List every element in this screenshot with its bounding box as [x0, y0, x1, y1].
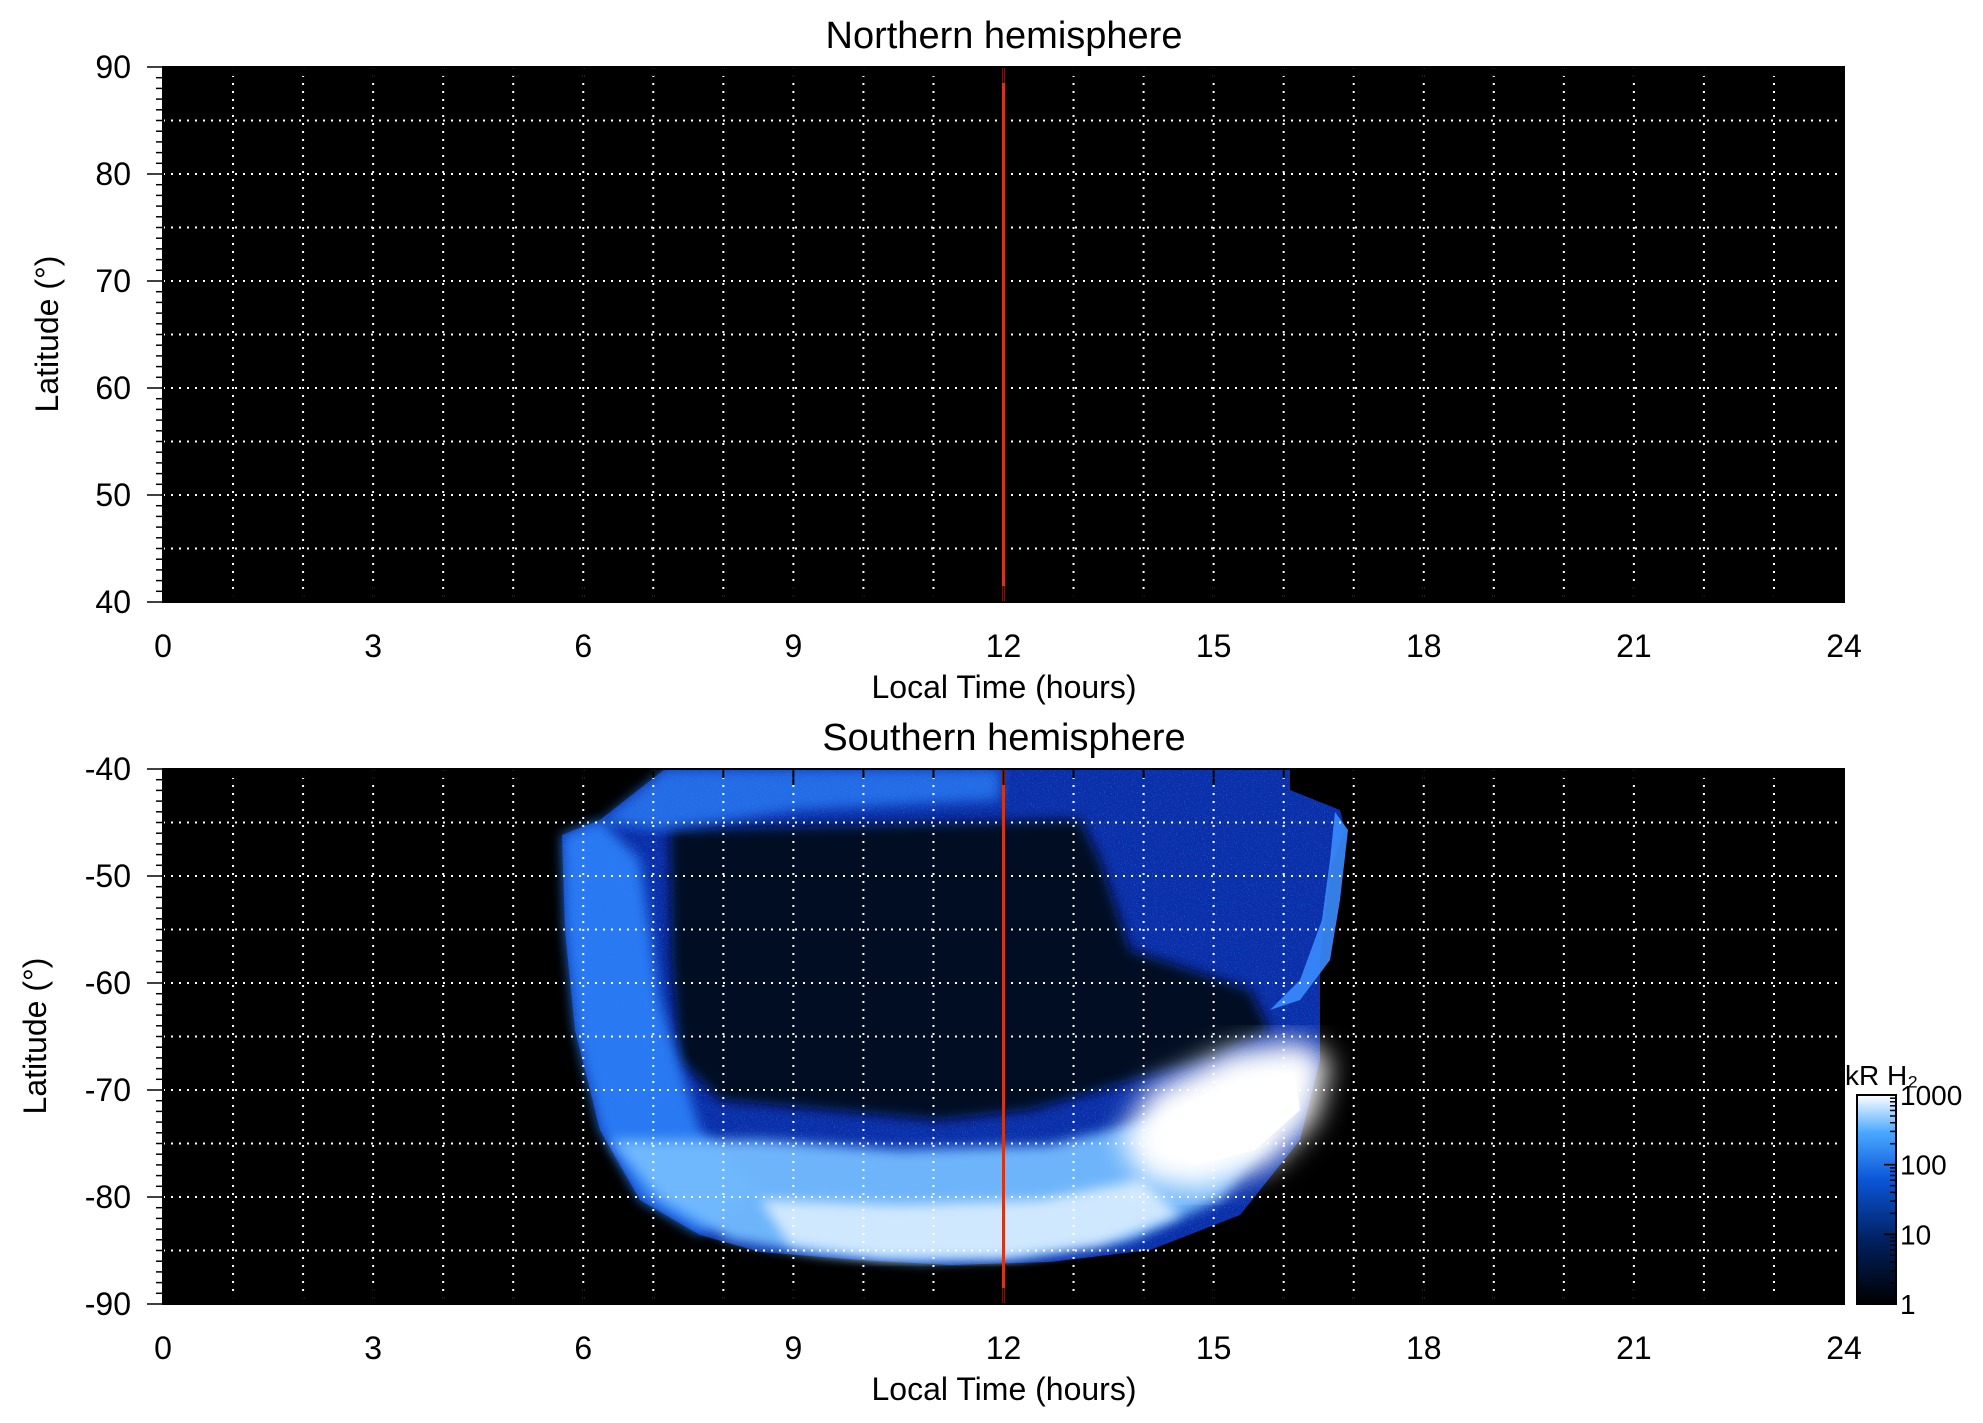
x-tick-label: 15 [1196, 1330, 1232, 1366]
x-tick-label: 6 [574, 1330, 592, 1366]
colorbar-gradient [1856, 1094, 1897, 1305]
y-tick-label: 80 [95, 156, 131, 192]
x-tick-label: 18 [1406, 1330, 1442, 1366]
southern-x-axis-label: Local Time (hours) [872, 1371, 1137, 1407]
y-tick-label: 50 [95, 477, 131, 513]
colorbar-tick-label: 1 [1900, 1289, 1916, 1320]
y-tick-label: 40 [95, 584, 131, 620]
aurora-emission [562, 769, 1348, 1265]
y-tick-label: -60 [85, 965, 131, 1001]
x-tick-label: 3 [364, 1330, 382, 1366]
x-tick-label: 9 [784, 1330, 802, 1366]
y-tick-label: 90 [95, 49, 131, 85]
northern-ticks [147, 66, 1845, 603]
northern-panel: Northern hemisphere 0 3 6 9 12 15 18 21 24 90 80 7… [29, 15, 1862, 705]
southern-ticks [147, 768, 1845, 1305]
emission-left-limb [562, 820, 760, 1235]
colorbar-tick-label: 10 [1900, 1219, 1931, 1250]
northern-x-axis-label: Local Time (hours) [872, 669, 1137, 705]
x-tick-label: 3 [364, 628, 382, 664]
y-tick-label: -80 [85, 1179, 131, 1215]
colorbar-label: kR H₂ [1845, 1060, 1918, 1091]
x-tick-label: 12 [986, 1330, 1022, 1366]
emission-dark-interior [670, 820, 1270, 1120]
x-tick-label: 0 [154, 1330, 172, 1366]
northern-x-tick-labels: 0 3 6 9 12 15 18 21 24 [154, 628, 1862, 664]
x-tick-label: 18 [1406, 628, 1442, 664]
northern-title: Northern hemisphere [826, 15, 1183, 57]
y-tick-label: -50 [85, 858, 131, 894]
x-tick-label: 9 [784, 628, 802, 664]
y-tick-label: 60 [95, 370, 131, 406]
emission-top-band [600, 769, 1000, 830]
x-tick-label: 21 [1616, 628, 1652, 664]
y-tick-label: -40 [85, 751, 131, 787]
colorbar-tick-label: 1000 [1900, 1080, 1962, 1111]
emission-dusk-arc [1270, 812, 1348, 1010]
x-tick-label: 24 [1826, 1330, 1862, 1366]
southern-x-tick-labels: 0 3 6 9 12 15 18 21 24 [154, 1330, 1862, 1366]
emission-dayside-core [760, 1180, 1180, 1258]
x-tick-label: 15 [1196, 628, 1232, 664]
southern-title: Southern hemisphere [822, 717, 1185, 759]
southern-y-tick-labels: -40 -50 -60 -70 -80 -90 [85, 751, 131, 1322]
x-tick-label: 24 [1826, 628, 1862, 664]
emission-bright-oval-core [1165, 1075, 1300, 1165]
colorbar: kR H₂ 1000 100 10 1 [1845, 1060, 1962, 1320]
colorbar-tick-labels: 1000 100 10 1 [1900, 1080, 1962, 1320]
x-tick-label: 21 [1616, 1330, 1652, 1366]
y-tick-label: 70 [95, 263, 131, 299]
southern-y-axis-label: Latitude (°) [17, 958, 53, 1115]
northern-y-tick-labels: 90 80 70 60 50 40 [95, 49, 131, 620]
southern-panel: Southern hemisphere 0 3 6 9 12 15 18 21 2 [17, 717, 1962, 1407]
x-tick-label: 6 [574, 628, 592, 664]
x-tick-label: 12 [986, 628, 1022, 664]
colorbar-ticks [1884, 1094, 1896, 1305]
y-tick-label: -90 [85, 1286, 131, 1322]
colorbar-tick-label: 100 [1900, 1150, 1947, 1181]
y-tick-label: -70 [85, 1072, 131, 1108]
x-tick-label: 0 [154, 628, 172, 664]
northern-y-axis-label: Latitude (°) [29, 256, 65, 413]
